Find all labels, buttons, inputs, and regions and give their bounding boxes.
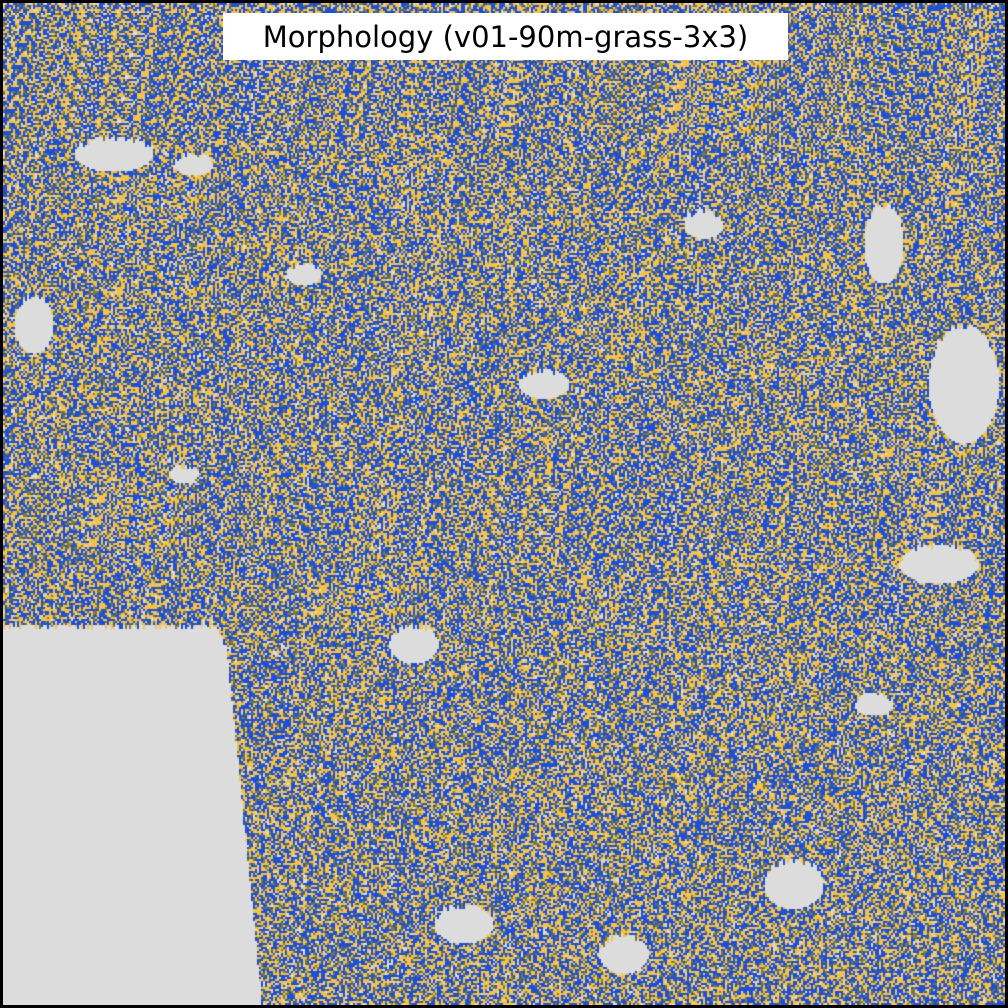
morphology-raster xyxy=(3,3,1005,1005)
map-title-box: Morphology (v01-90m-grass-3x3) xyxy=(223,13,788,60)
map-title: Morphology (v01-90m-grass-3x3) xyxy=(262,19,749,54)
